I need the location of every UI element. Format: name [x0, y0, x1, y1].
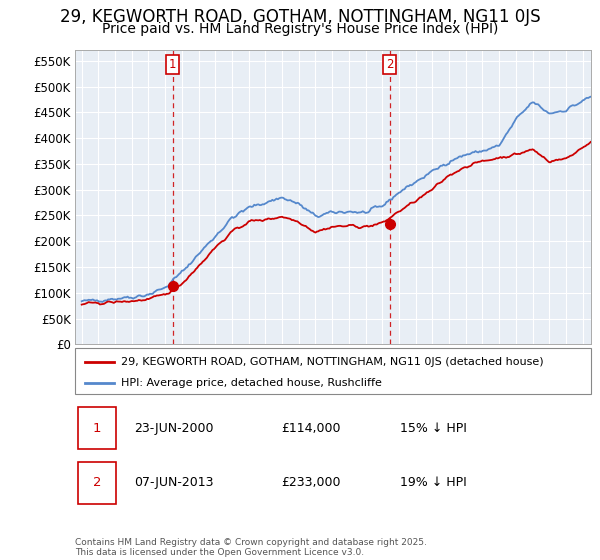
- Text: 07-JUN-2013: 07-JUN-2013: [134, 476, 214, 489]
- Text: 15% ↓ HPI: 15% ↓ HPI: [400, 422, 467, 435]
- Text: 19% ↓ HPI: 19% ↓ HPI: [400, 476, 467, 489]
- Text: 2: 2: [92, 476, 101, 489]
- Text: 2: 2: [386, 58, 394, 71]
- Bar: [77, 408, 116, 449]
- Text: Contains HM Land Registry data © Crown copyright and database right 2025.
This d: Contains HM Land Registry data © Crown c…: [75, 538, 427, 557]
- Text: 29, KEGWORTH ROAD, GOTHAM, NOTTINGHAM, NG11 0JS: 29, KEGWORTH ROAD, GOTHAM, NOTTINGHAM, N…: [59, 8, 541, 26]
- Text: 29, KEGWORTH ROAD, GOTHAM, NOTTINGHAM, NG11 0JS (detached house): 29, KEGWORTH ROAD, GOTHAM, NOTTINGHAM, N…: [121, 357, 544, 367]
- Text: 1: 1: [169, 58, 176, 71]
- Text: £233,000: £233,000: [281, 476, 341, 489]
- Text: 1: 1: [92, 422, 101, 435]
- Text: 23-JUN-2000: 23-JUN-2000: [134, 422, 214, 435]
- Text: Price paid vs. HM Land Registry's House Price Index (HPI): Price paid vs. HM Land Registry's House …: [102, 22, 498, 36]
- Text: HPI: Average price, detached house, Rushcliffe: HPI: Average price, detached house, Rush…: [121, 378, 382, 388]
- Text: £114,000: £114,000: [281, 422, 341, 435]
- Bar: [77, 462, 116, 503]
